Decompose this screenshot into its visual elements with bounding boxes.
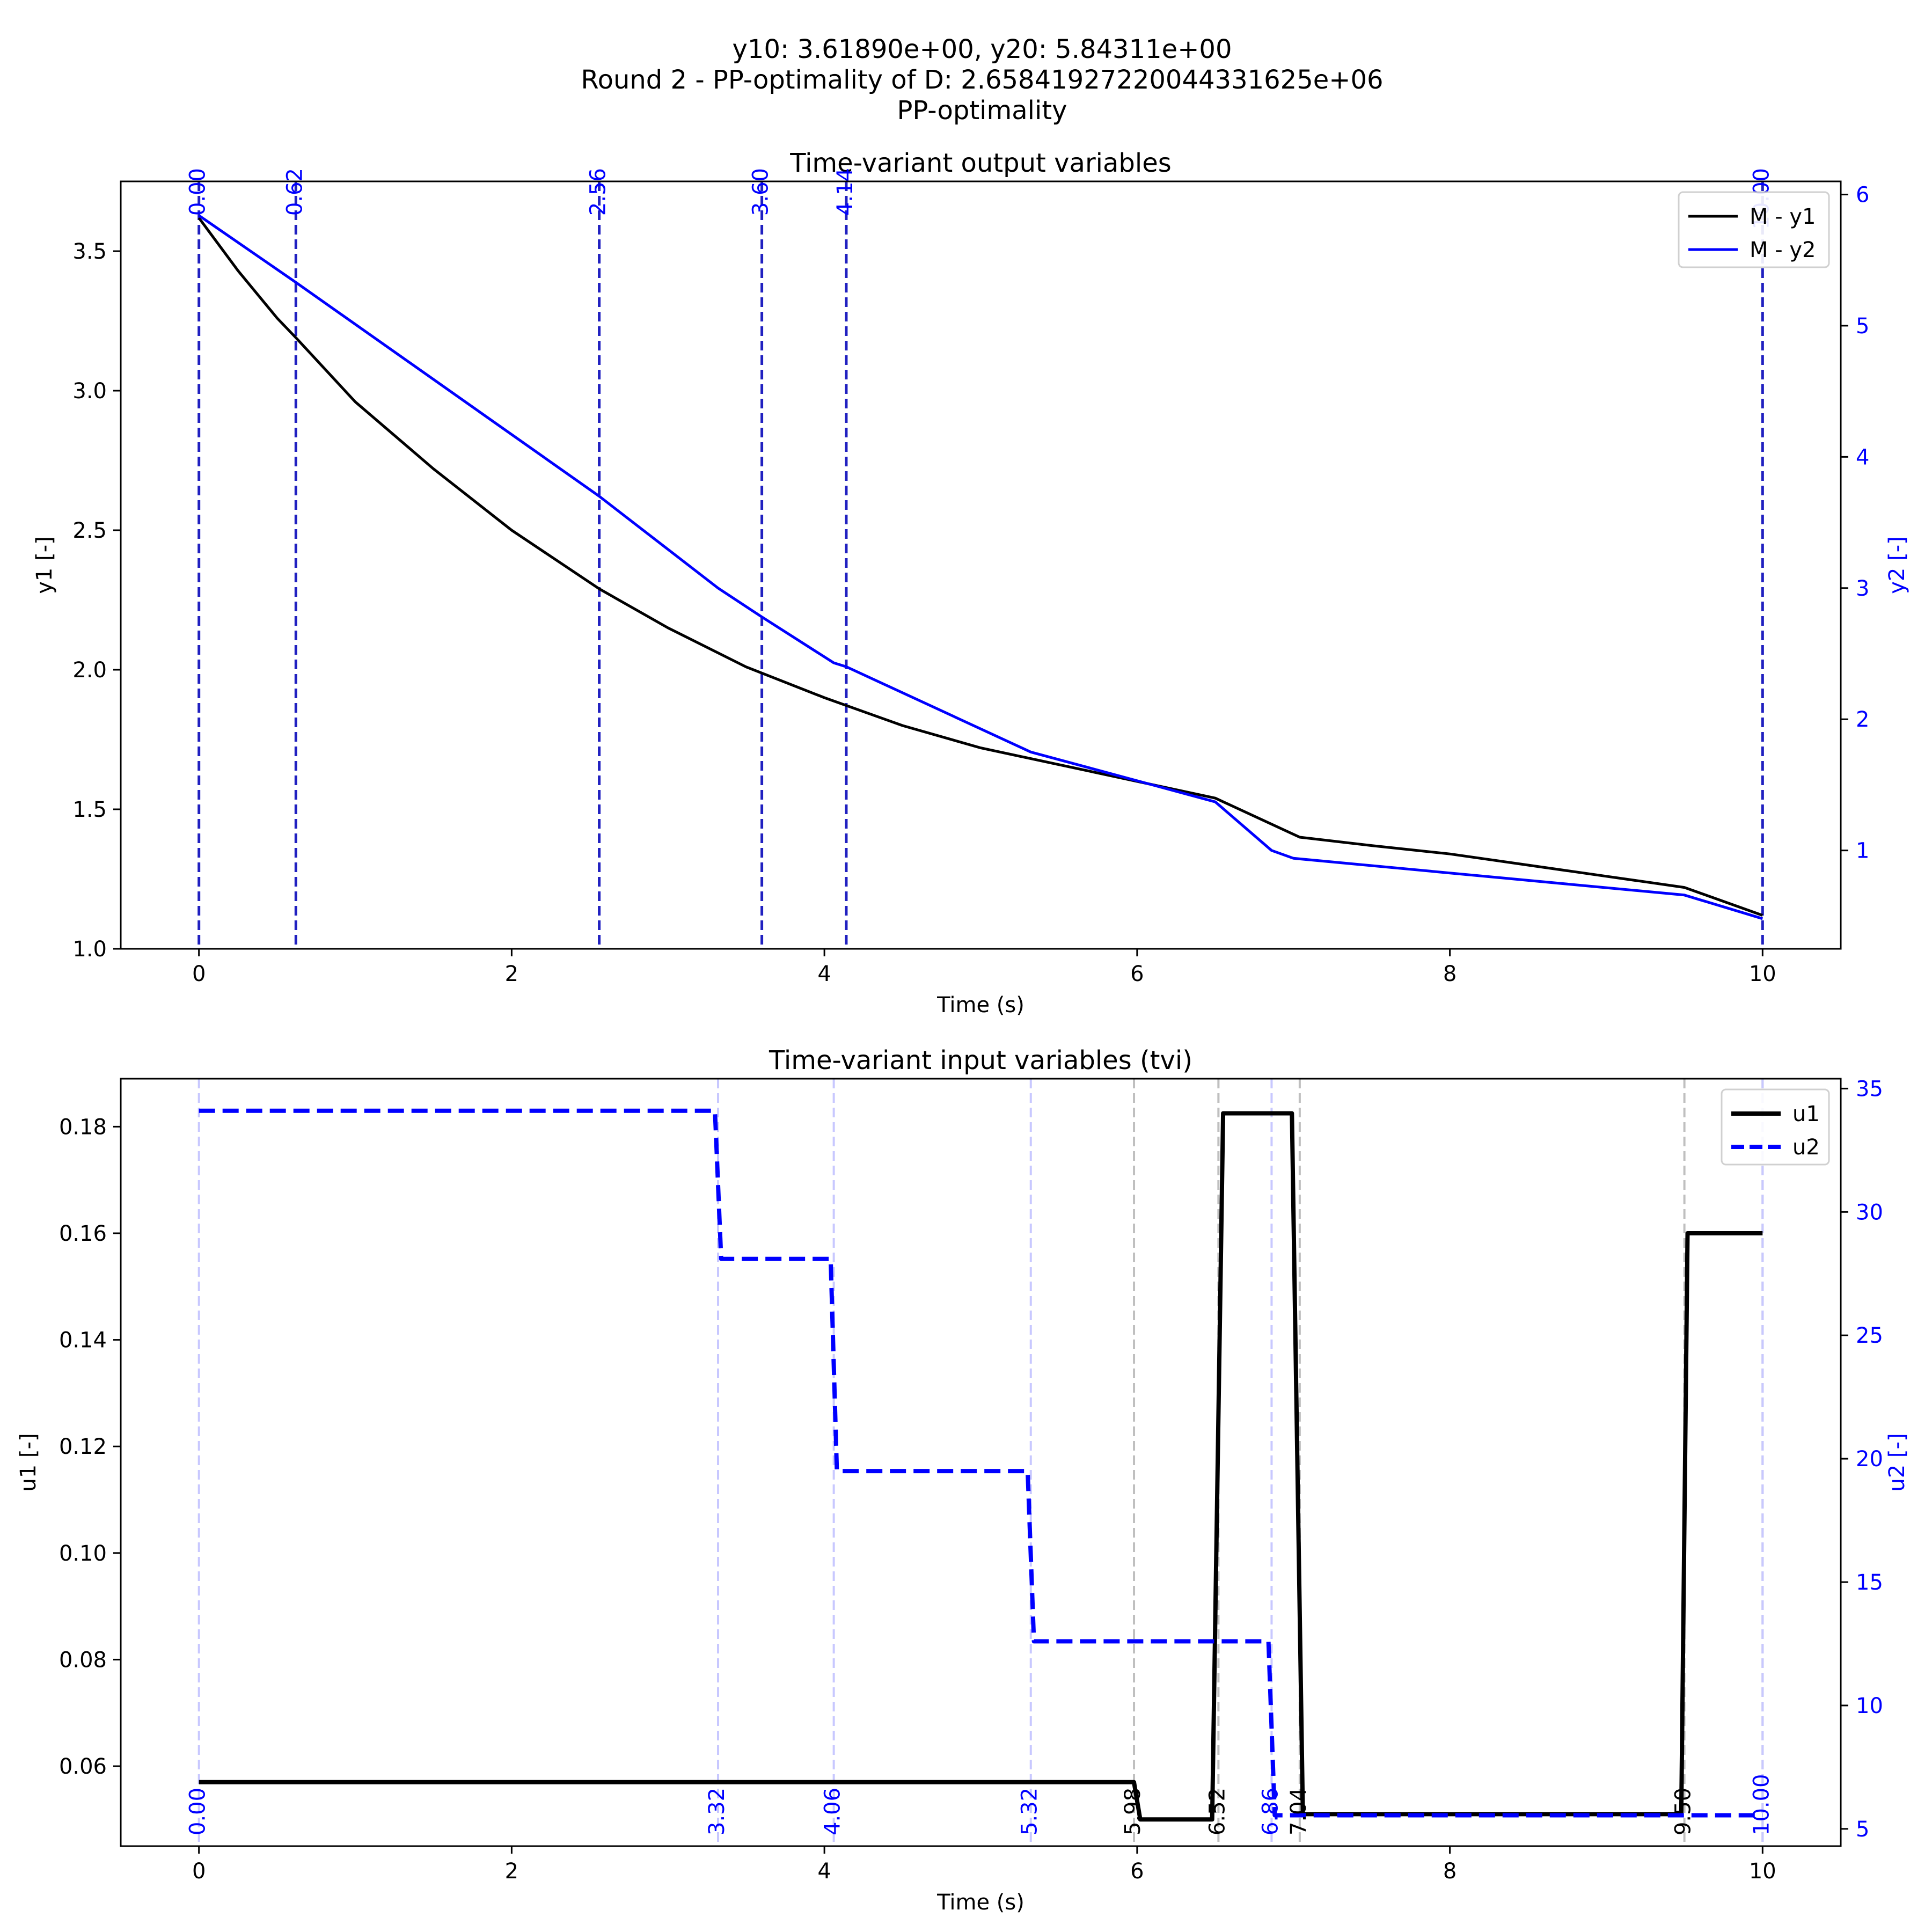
y-right-tick-label: 35 (1856, 1077, 1883, 1101)
y-right-tick-label: 1 (1856, 839, 1869, 863)
x-tick-label: 6 (1130, 962, 1144, 986)
x-tick-label: 2 (505, 962, 518, 986)
axes-frame (120, 1078, 1842, 1847)
y-left-tick-label: 0.16 (59, 1221, 107, 1246)
y-left-tick-label: 2.5 (72, 518, 107, 543)
x-tick-label: 6 (1130, 1859, 1144, 1884)
time-marker-label-1: 0.62 (282, 168, 307, 216)
y-right-axis-label: y2 [-] (1885, 536, 1909, 594)
y-left-tick-label: 0.06 (59, 1754, 107, 1779)
u1-switch-label-0: 5.98 (1121, 1788, 1145, 1835)
x-tick-label: 4 (817, 962, 831, 986)
time-marker-label-2: 2.56 (586, 168, 611, 216)
u1-switch-label-3: 9.50 (1671, 1788, 1696, 1835)
axes-frame (120, 180, 1842, 950)
u2-switch-label-1: 3.32 (705, 1788, 729, 1835)
legend-label-0: M - y1 (1750, 204, 1816, 229)
series-u1-line (199, 1111, 1763, 1822)
suptitle-line-1: y10: 3.61890e+00, y20: 5.84311e+00 (733, 34, 1232, 64)
y-right-tick-label: 15 (1856, 1570, 1883, 1595)
time-marker-label-4: 4.14 (833, 168, 858, 216)
x-tick-label: 10 (1749, 962, 1776, 986)
legend-label-1: u2 (1792, 1135, 1820, 1160)
legend-box (1721, 1088, 1830, 1166)
y-left-axis-label: u1 [-] (16, 1433, 41, 1491)
panel-title: Time-variant input variables (tvi) (769, 1045, 1192, 1075)
series-u2-line (199, 1108, 1763, 1818)
y-right-tick-label: 5 (1856, 1817, 1869, 1842)
u1-switch-label-1: 6.52 (1205, 1788, 1230, 1835)
y-left-tick-label: 0.08 (59, 1648, 107, 1672)
x-axis-label: Time (s) (936, 993, 1024, 1018)
y-right-tick-label: 5 (1856, 314, 1869, 339)
y-left-tick-label: 0.12 (59, 1435, 107, 1459)
y-right-tick-label: 30 (1856, 1200, 1883, 1225)
output-variables-panel: Time-variant output variables 0.00 0.62 2.5… (32, 148, 1909, 1018)
suptitle-line-2: Round 2 - PP-optimality of D: 2.65841927… (581, 65, 1383, 95)
y-right-tick-label: 6 (1856, 182, 1869, 207)
u2-switch-label-5: 10.00 (1749, 1774, 1774, 1835)
time-marker-label-3: 3.60 (749, 168, 773, 216)
y-left-axis-label: y1 [-] (32, 536, 57, 594)
x-tick-label: 0 (192, 1859, 206, 1884)
y-left-tick-label: 0.14 (59, 1328, 107, 1353)
y-right-tick-label: 2 (1856, 707, 1869, 732)
u2-switch-label-4: 6.86 (1258, 1788, 1283, 1835)
u2-switch-label-3: 5.32 (1018, 1788, 1042, 1835)
x-tick-label: 8 (1443, 1859, 1457, 1884)
x-axis-label: Time (s) (936, 1890, 1024, 1915)
legend-label-1: M - y2 (1750, 238, 1816, 262)
y-right-tick-label: 10 (1856, 1694, 1883, 1718)
x-tick-label: 2 (505, 1859, 518, 1884)
time-marker-label-0: 0.00 (186, 168, 210, 216)
suptitle-line-3: PP-optimality (897, 96, 1067, 126)
panel-title: Time-variant output variables (789, 148, 1172, 178)
y-left-tick-label: 3.5 (72, 239, 107, 264)
u1-switch-label-2: 7.04 (1286, 1788, 1311, 1835)
x-tick-label: 0 (192, 962, 206, 986)
x-tick-label: 8 (1443, 962, 1457, 986)
y-right-tick-label: 20 (1856, 1447, 1883, 1472)
series-m-y1-line (197, 217, 1763, 917)
y-right-tick-label: 25 (1856, 1323, 1883, 1348)
series-m-y2-line (198, 214, 1763, 920)
y-left-tick-label: 2.0 (72, 658, 107, 683)
y-left-tick-label: 1.0 (72, 937, 107, 962)
y-left-tick-label: 3.0 (72, 379, 107, 404)
x-tick-label: 10 (1749, 1859, 1776, 1884)
y-right-tick-label: 3 (1856, 576, 1869, 601)
y-right-tick-label: 4 (1856, 445, 1869, 470)
y-left-tick-label: 0.18 (59, 1115, 107, 1139)
x-tick-label: 4 (817, 1859, 831, 1884)
legend-label-0: u1 (1792, 1102, 1820, 1126)
u2-switch-label-2: 4.06 (821, 1788, 845, 1835)
y-right-axis-label: u2 [-] (1885, 1433, 1909, 1491)
y-left-tick-label: 0.10 (59, 1541, 107, 1566)
u2-switch-label-0: 0.00 (186, 1788, 210, 1835)
y-left-tick-label: 1.5 (72, 797, 107, 822)
input-variables-panel: Time-variant input variables (tvi) 0.00 3.… (16, 1045, 1909, 1915)
